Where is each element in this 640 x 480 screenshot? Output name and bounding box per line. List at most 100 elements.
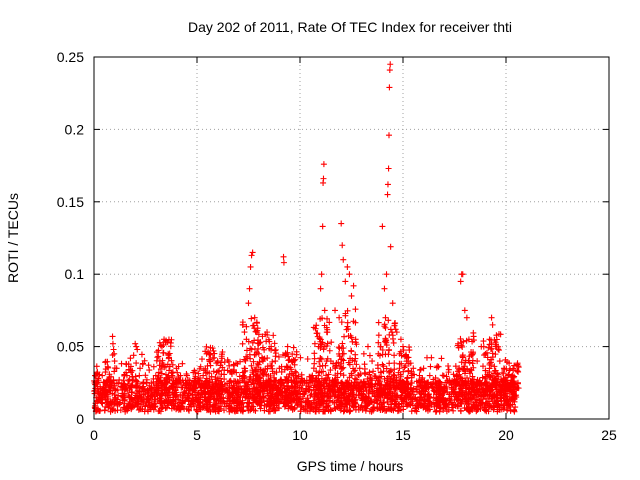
data-point (357, 405, 364, 412)
data-point (201, 402, 208, 409)
data-point (439, 372, 446, 379)
data-point (231, 397, 238, 404)
data-point (340, 345, 347, 352)
data-point (344, 319, 351, 326)
data-point (270, 332, 277, 339)
data-point (307, 373, 314, 380)
data-point (247, 263, 254, 270)
data-point (479, 396, 486, 403)
data-point (284, 386, 291, 393)
data-point (288, 366, 295, 373)
data-point (106, 371, 113, 378)
data-point (116, 401, 123, 408)
data-point (406, 347, 413, 354)
data-point (221, 388, 228, 395)
data-point (363, 396, 370, 403)
data-point (366, 371, 373, 378)
data-point (167, 339, 174, 346)
data-point (141, 408, 148, 415)
data-point (405, 354, 412, 361)
data-point (450, 371, 457, 378)
data-point (169, 383, 176, 390)
data-point (206, 356, 213, 363)
data-point (429, 380, 436, 387)
data-point (342, 388, 349, 395)
data-point (319, 223, 326, 230)
data-point (457, 335, 464, 342)
data-point (312, 386, 319, 393)
data-point (241, 386, 248, 393)
data-point (143, 400, 150, 407)
data-point (129, 367, 136, 374)
data-point (112, 387, 119, 394)
data-point (137, 406, 144, 413)
data-point (389, 300, 396, 307)
data-point (507, 407, 514, 414)
data-point (408, 400, 415, 407)
data-point (140, 385, 147, 392)
data-point (321, 307, 328, 314)
data-point (235, 379, 242, 386)
data-point (311, 350, 318, 357)
data-point (104, 379, 111, 386)
data-point (197, 377, 204, 384)
data-point (117, 400, 124, 407)
x-tick-label: 20 (498, 427, 514, 443)
data-point (247, 406, 254, 413)
data-point (325, 371, 332, 378)
data-point (425, 397, 432, 404)
data-point (376, 374, 383, 381)
data-point (346, 395, 353, 402)
data-point (416, 388, 423, 395)
data-point (300, 405, 307, 412)
data-point (248, 315, 255, 322)
data-point (450, 407, 457, 414)
data-point (255, 331, 262, 338)
data-point (157, 342, 164, 349)
data-point (337, 370, 344, 377)
data-point (469, 384, 476, 391)
data-point (198, 356, 205, 363)
data-point (386, 368, 393, 375)
data-point (480, 343, 487, 350)
data-point (350, 391, 357, 398)
data-point (470, 329, 477, 336)
data-point (157, 374, 164, 381)
data-point (338, 220, 345, 227)
axis-ticks (93, 56, 610, 420)
data-point (332, 307, 339, 314)
data-point (362, 370, 369, 377)
data-point (317, 382, 324, 389)
data-point (400, 406, 407, 413)
data-point (96, 371, 103, 378)
data-point (201, 382, 208, 389)
data-point (363, 387, 370, 394)
data-point (251, 384, 258, 391)
data-point (202, 365, 209, 372)
data-point (435, 363, 442, 370)
data-point (466, 396, 473, 403)
data-point (278, 363, 285, 370)
data-point (212, 385, 219, 392)
data-point (459, 271, 466, 278)
data-point (370, 388, 377, 395)
data-point (317, 355, 324, 362)
data-point (297, 393, 304, 400)
data-point (189, 400, 196, 407)
data-point (221, 407, 228, 414)
data-point (342, 388, 349, 395)
data-point (410, 365, 417, 372)
data-point (380, 399, 387, 406)
data-point (228, 407, 235, 414)
data-point (123, 372, 130, 379)
data-point (482, 400, 489, 407)
data-point (209, 379, 216, 386)
data-point (491, 404, 498, 411)
data-point (509, 372, 516, 379)
data-point (457, 397, 464, 404)
data-point (271, 347, 278, 354)
data-point (510, 406, 517, 413)
data-point (210, 347, 217, 354)
data-point (177, 405, 184, 412)
data-point (466, 385, 473, 392)
